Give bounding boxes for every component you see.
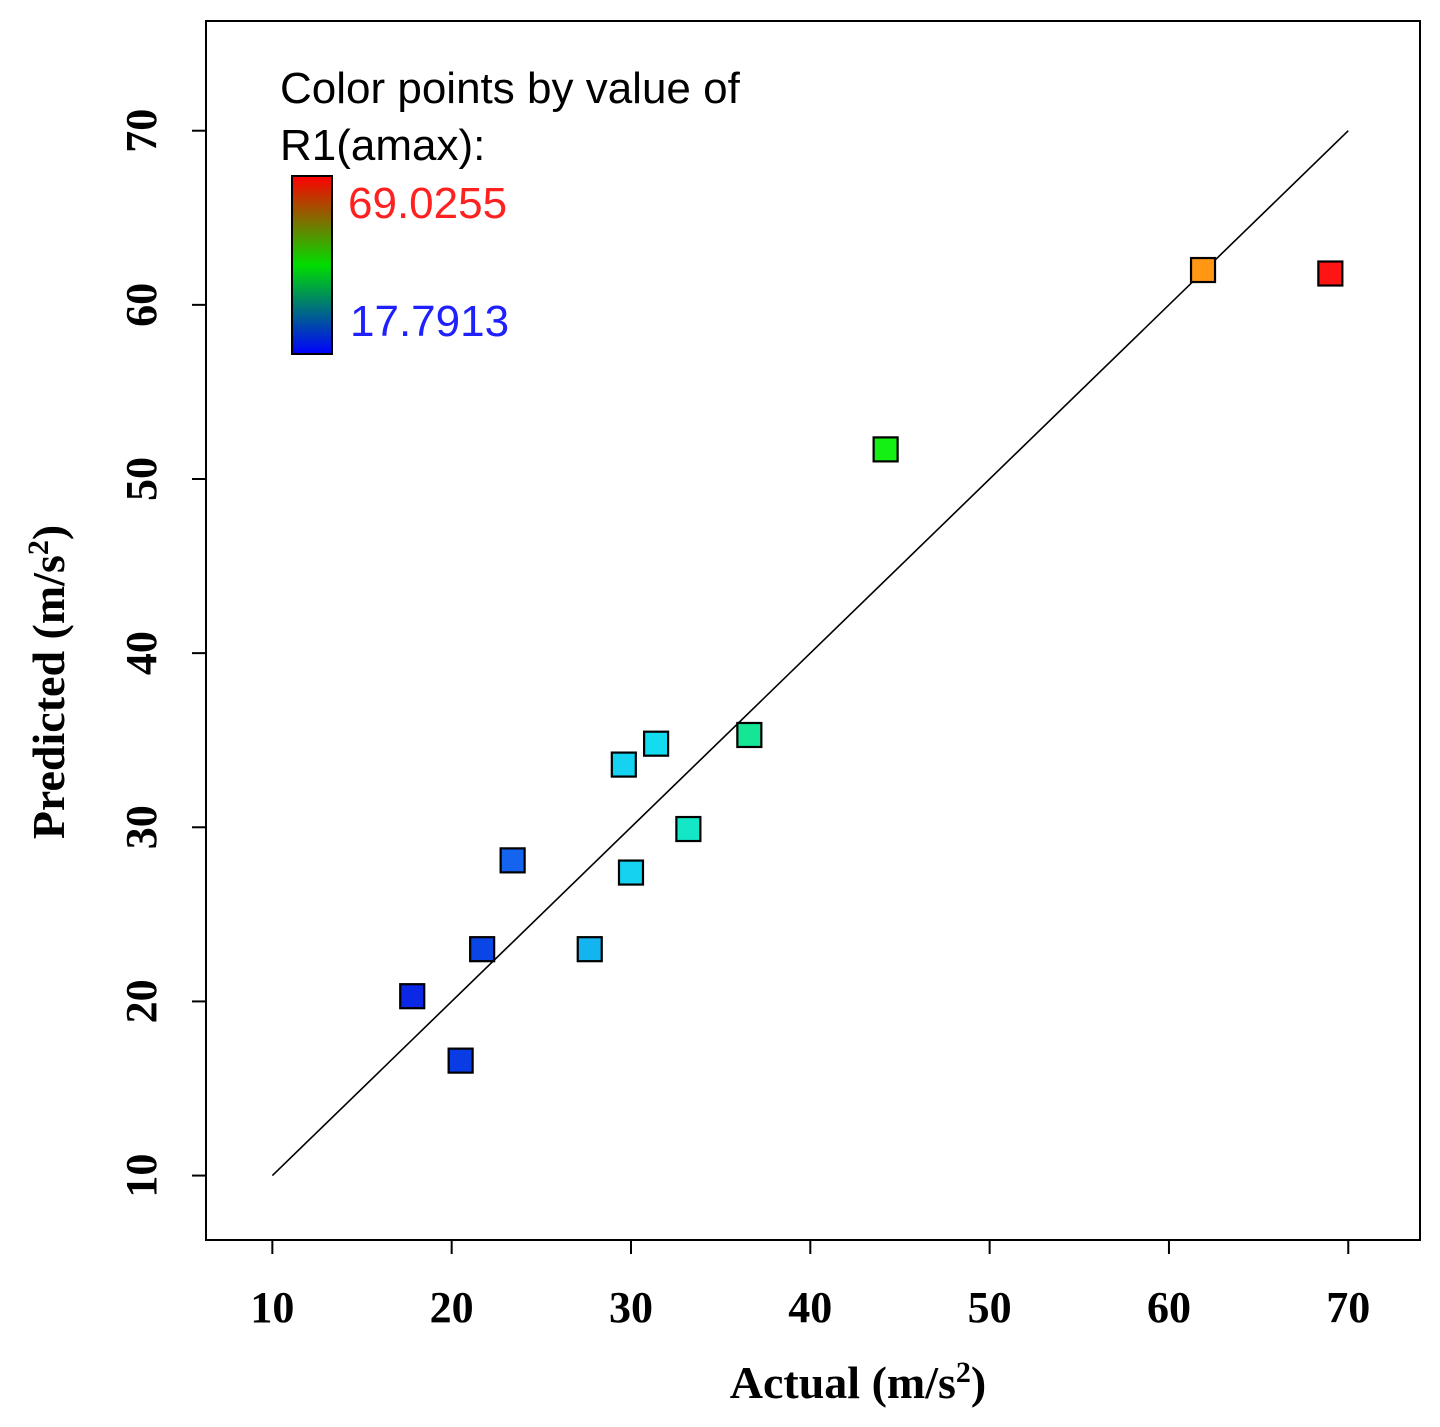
y-tick-label: 70 <box>117 109 166 153</box>
legend-title-line2: R1(amax): <box>280 121 485 170</box>
y-tick-label: 30 <box>117 805 166 849</box>
data-point <box>872 436 899 463</box>
y-axis-title: Predicted (m/s2) <box>22 525 74 839</box>
perfect-fit-line <box>271 130 1349 1177</box>
x-tick-label: 30 <box>609 1283 653 1332</box>
data-points <box>399 256 1344 1074</box>
y-tick-label: 60 <box>117 283 166 327</box>
data-point <box>447 1047 474 1074</box>
data-point <box>642 730 670 757</box>
x-tick-label: 10 <box>250 1283 294 1332</box>
plot-frame <box>205 20 1421 1241</box>
legend-title-line1: Color points by value of <box>280 64 741 113</box>
legend-max-value: 69.0255 <box>348 179 507 228</box>
x-tick-label: 40 <box>788 1283 832 1332</box>
data-point <box>610 751 637 778</box>
data-point <box>576 936 603 963</box>
x-axis-title-superscript: 2 <box>956 1356 971 1389</box>
y-tick-label: 50 <box>117 457 166 501</box>
y-tick-label: 40 <box>117 631 166 675</box>
data-point <box>675 815 702 843</box>
legend-min-value: 17.7913 <box>350 297 509 346</box>
x-tick-label: 20 <box>430 1283 474 1332</box>
data-point <box>399 983 426 1010</box>
y-axis-title-superscript: 2 <box>22 540 55 555</box>
data-point <box>469 936 496 963</box>
y-tick-label: 10 <box>117 1154 166 1198</box>
data-point <box>1189 256 1217 284</box>
diagonal-reference-line <box>271 130 1349 1177</box>
x-axis-title-close: ) <box>971 1357 986 1408</box>
x-tick-label: 60 <box>1147 1283 1191 1332</box>
x-axis-title: Actual (m/s2) <box>730 1356 986 1408</box>
axis-ticks: 10 20 30 40 50 60 70 10 20 30 40 50 60 70 <box>117 109 1370 1332</box>
x-axis-title-text: Actual (m/s <box>730 1357 956 1408</box>
y-axis-title-close: ) <box>23 525 74 540</box>
y-axis-title-text: Predicted (m/s <box>23 555 74 839</box>
color-legend: Color points by value of R1(amax): 69.02… <box>280 64 741 355</box>
x-tick-label: 70 <box>1326 1283 1370 1332</box>
data-point <box>617 859 645 886</box>
data-point <box>1317 260 1344 287</box>
x-tick-label: 50 <box>968 1283 1012 1332</box>
data-point <box>499 847 526 874</box>
data-point <box>736 721 763 749</box>
legend-color-bar <box>291 175 333 355</box>
y-tick-label: 20 <box>117 979 166 1023</box>
